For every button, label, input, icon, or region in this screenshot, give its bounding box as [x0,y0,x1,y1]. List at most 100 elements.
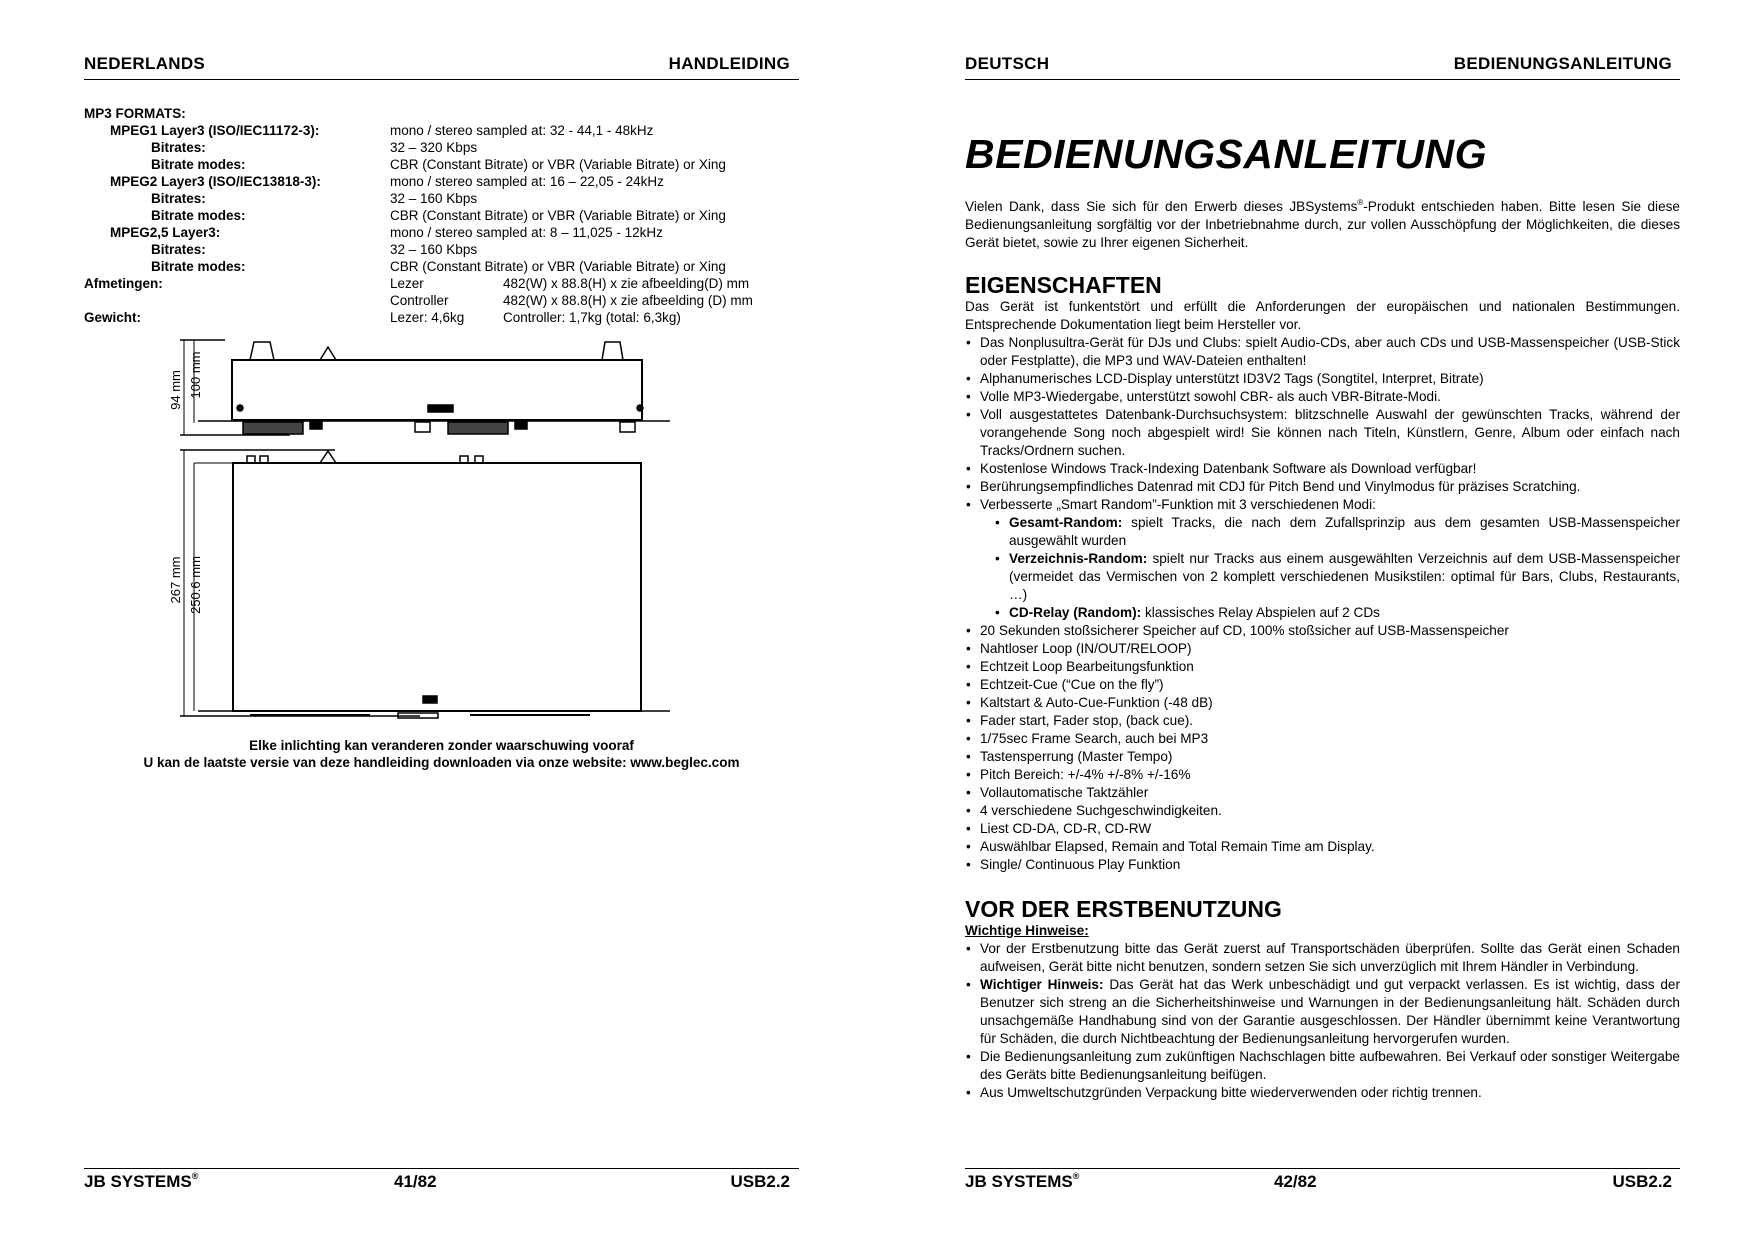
random-mode-item: CD-Relay (Random): klassisches Relay Abs… [965,604,1680,622]
header-language: DEUTSCH [965,54,1050,73]
feature-item: 4 verschiedene Suchgeschwindigkeiten. [965,802,1680,820]
spec-label: Bitrate modes: [151,157,246,172]
spec-row: Gewicht: Lezer: 4,6kg Controller: 1,7kg (t… [84,309,804,326]
spec-table: MP3 FORMATS: MPEG1 Layer3 (ISO/IEC11172-3… [84,105,804,326]
brand-text: JB SYSTEMS [965,1172,1073,1191]
spec-value: mono / stereo sampled at: 8 – 11,025 - 1… [390,225,663,240]
brand-text: JB SYSTEMS [84,1172,192,1191]
spec-label: Bitrate modes: [151,259,246,274]
note-item: Vor der Erstbenutzung bitte das Gerät zu… [965,940,1680,976]
important-notes-list: Vor der Erstbenutzung bitte das Gerät zu… [965,940,1680,1102]
footer-rule [965,1168,1680,1169]
spec-row: Controller 482(W) x 88.8(H) x zie afbeeld… [84,292,804,309]
spec-value: Controller [390,293,449,308]
before-use-section: VOR DER ERSTBENUTZUNG Wichtige Hinweise:… [965,896,1680,1102]
spec-label: Bitrates: [151,242,206,257]
feature-item: Verbesserte „Smart Random”-Funktion mit … [965,496,1680,514]
note-text: Aus Umweltschutzgründen Verpackung bitte… [980,1085,1482,1100]
note-text: Die Bedienungsanleitung zum zukünftigen … [980,1049,1680,1082]
feature-item: Tastensperrung (Master Tempo) [965,748,1680,766]
note-item: Die Bedienungsanleitung zum zukünftigen … [965,1048,1680,1084]
spec-label: Bitrate modes: [151,208,246,223]
spec-value: CBR (Constant Bitrate) or VBR (Variable … [390,157,726,172]
header-title: HANDLEIDING [668,54,790,73]
spec-value: CBR (Constant Bitrate) or VBR (Variable … [390,208,726,223]
feature-item: 20 Sekunden stoßsicherer Speicher auf CD… [965,622,1680,640]
random-mode-name: Verzeichnis-Random: [1009,551,1148,566]
header-rule [84,79,799,80]
feature-item: Nahtloser Loop (IN/OUT/RELOOP) [965,640,1680,658]
note-item: Wichtiger Hinweis: Das Gerät hat das Wer… [965,976,1680,1048]
feature-item: Single/ Continuous Play Funktion [965,856,1680,874]
dim-100-label: 100 mm [188,352,203,399]
dim-267-label: 267 mm [170,557,183,604]
features-intro: Das Gerät ist funkentstört und erfüllt d… [965,299,1680,332]
download-notice: U kan de laatste versie van deze handlei… [143,755,740,770]
spec-value: mono / stereo sampled at: 32 - 44,1 - 48… [390,123,654,138]
spec-row: Bitrate modes: CBR (Constant Bitrate) or … [84,156,804,173]
feature-item: Kaltstart & Auto-Cue-Funktion (-48 dB) [965,694,1680,712]
spec-row: Bitrate modes: CBR (Constant Bitrate) or … [84,207,804,224]
header-language: NEDERLANDS [84,54,206,73]
feature-item: Echtzeit-Cue (“Cue on the fly”) [965,676,1680,694]
spec-row: Bitrates: 32 – 320 Kbps [84,139,804,156]
spec-row: Bitrate modes: CBR (Constant Bitrate) or … [84,258,804,275]
features-list: Das Nonplusultra-Gerät für DJs und Clubs… [965,334,1680,874]
feature-item: Volle MP3-Wiedergabe, unterstützt sowohl… [965,388,1680,406]
spec-label: MPEG2 Layer3 (ISO/IEC13818-3): [110,174,321,189]
random-mode-desc: spielt Tracks, die nach dem Zufallsprinz… [1009,515,1680,548]
footer-brand: JB SYSTEMS® [84,1172,198,1192]
spec-label: MP3 FORMATS: [84,106,186,121]
spec-row: MP3 FORMATS: [84,105,804,122]
spec-label: MPEG2,5 Layer3: [110,225,221,240]
spec-row: Afmetingen: Lezer 482(W) x 88.8(H) x zie a… [84,275,804,292]
spec-value: 32 – 320 Kbps [390,140,478,155]
model-name: USB2.2 [730,1172,790,1191]
note-text: Vor der Erstbenutzung bitte das Gerät zu… [980,941,1680,974]
dim-250-label: 250.6 mm [188,556,203,614]
spec-label: Afmetingen: [84,276,163,291]
important-notes-subheading: Wichtige Hinweise: [965,923,1089,938]
feature-item: Auswählbar Elapsed, Remain and Total Rem… [965,838,1680,856]
spec-label: Gewicht: [84,310,142,325]
feature-item: Pitch Bereich: +/-4% +/-8% +/-16% [965,766,1680,784]
features-heading: EIGENSCHAFTEN [965,272,1162,298]
spec-row: MPEG1 Layer3 (ISO/IEC11172-3): mono / ste… [84,122,804,139]
random-mode-name: CD-Relay (Random): [1009,605,1142,620]
random-mode-item: Verzeichnis-Random: spielt nur Tracks au… [965,550,1680,604]
feature-item: Vollautomatische Taktzähler [965,784,1680,802]
spec-value-detail: Controller: 1,7kg (total: 6,3kg) [503,310,681,325]
spec-label: MPEG1 Layer3 (ISO/IEC11172-3): [110,123,320,138]
footer-rule [84,1168,799,1169]
features-section: EIGENSCHAFTEN Das Gerät ist funkentstört… [965,272,1680,874]
spec-row: MPEG2 Layer3 (ISO/IEC13818-3): mono / ste… [84,173,804,190]
page-number: 41/82 [394,1172,437,1191]
intro-text-cont: -Produkt entschieden haben. Bitte lesen … [965,199,1680,250]
feature-item: Echtzeit Loop Bearbeitungsfunktion [965,658,1680,676]
spec-value: Lezer [390,276,424,291]
spec-value-detail: 482(W) x 88.8(H) x zie afbeelding(D) mm [503,276,750,291]
random-mode-desc: spielt nur Tracks aus einem ausgewählten… [1009,551,1680,602]
spec-value: 32 – 160 Kbps [390,191,478,206]
page-title: BEDIENUNGSANLEITUNG [965,131,1488,177]
feature-item: Liest CD-DA, CD-R, CD-RW [965,820,1680,838]
header-title: BEDIENUNGSANLEITUNG [1453,54,1672,73]
random-mode-item: Gesamt-Random: spielt Tracks, die nach d… [965,514,1680,550]
random-mode-name: Gesamt-Random: [1009,515,1123,530]
spec-value: CBR (Constant Bitrate) or VBR (Variable … [390,259,726,274]
feature-item: Voll ausgestattetes Datenbank-Durchsuchs… [965,406,1680,460]
feature-item: Alphanumerisches LCD-Display unterstützt… [965,370,1680,388]
random-mode-desc: klassisches Relay Abspielen auf 2 CDs [1141,605,1380,620]
intro-paragraph: Vielen Dank, dass Sie sich für den Erwer… [965,198,1680,252]
dimension-drawing: 94 mm 100 mm 267 mm 250.6 mm [170,339,670,719]
dim-94-label: 94 mm [170,370,183,410]
before-use-heading: VOR DER ERSTBENUTZUNG [965,896,1282,922]
spec-value: 32 – 160 Kbps [390,242,478,257]
intro-text: Vielen Dank, dass Sie sich für den Erwer… [965,199,1358,214]
footer-brand: JB SYSTEMS® [965,1172,1079,1192]
change-notice: Elke inlichting kan veranderen zonder wa… [249,738,634,753]
model-name: USB2.2 [1612,1172,1672,1191]
note-bold: Wichtiger Hinweis: [980,977,1104,992]
spec-row: Bitrates: 32 – 160 Kbps [84,241,804,258]
note-text: Das Gerät hat das Werk unbeschädigt und … [980,977,1680,1046]
